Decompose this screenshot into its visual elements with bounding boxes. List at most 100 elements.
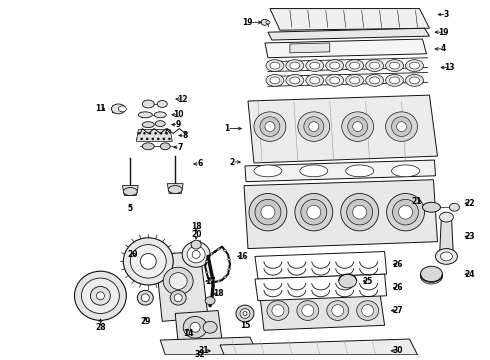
Ellipse shape [441, 252, 452, 261]
Ellipse shape [309, 122, 319, 131]
Ellipse shape [249, 193, 287, 231]
Ellipse shape [74, 271, 126, 320]
Ellipse shape [217, 280, 220, 282]
Text: 18: 18 [191, 222, 201, 231]
Polygon shape [112, 106, 122, 113]
Ellipse shape [123, 188, 137, 195]
Ellipse shape [348, 117, 368, 136]
Ellipse shape [266, 21, 270, 24]
Ellipse shape [255, 199, 281, 225]
Ellipse shape [290, 77, 300, 84]
Polygon shape [260, 291, 385, 330]
Polygon shape [255, 252, 387, 279]
Ellipse shape [203, 321, 217, 333]
Ellipse shape [369, 77, 380, 84]
Ellipse shape [240, 309, 250, 318]
Ellipse shape [410, 77, 419, 84]
Ellipse shape [347, 199, 372, 225]
Text: 26: 26 [392, 283, 403, 292]
Text: 16: 16 [237, 252, 247, 261]
Ellipse shape [265, 122, 275, 131]
Ellipse shape [140, 253, 156, 269]
Ellipse shape [449, 203, 460, 211]
Ellipse shape [406, 75, 423, 86]
Polygon shape [167, 184, 183, 193]
Ellipse shape [307, 205, 321, 219]
Ellipse shape [350, 62, 360, 69]
Ellipse shape [111, 104, 125, 114]
Text: 21: 21 [411, 197, 422, 206]
Text: 12: 12 [177, 95, 188, 104]
Ellipse shape [223, 249, 226, 252]
Text: 23: 23 [464, 232, 475, 241]
Ellipse shape [353, 122, 363, 131]
Text: 24: 24 [464, 270, 475, 279]
Text: 2: 2 [229, 158, 235, 167]
Text: 17: 17 [205, 276, 216, 285]
Ellipse shape [362, 305, 374, 316]
Ellipse shape [137, 291, 153, 305]
Text: 8: 8 [182, 131, 188, 140]
Ellipse shape [300, 165, 328, 177]
Ellipse shape [205, 297, 215, 305]
Ellipse shape [141, 294, 149, 302]
Ellipse shape [310, 62, 320, 69]
Text: 30: 30 [392, 346, 403, 355]
Ellipse shape [91, 287, 110, 305]
Text: 7: 7 [177, 143, 183, 152]
Text: 22: 22 [464, 199, 475, 208]
Ellipse shape [386, 75, 404, 86]
Text: 19: 19 [438, 28, 449, 37]
Ellipse shape [168, 186, 182, 193]
Ellipse shape [357, 301, 379, 320]
Ellipse shape [406, 60, 423, 72]
Ellipse shape [266, 60, 284, 72]
Text: 31: 31 [199, 346, 209, 355]
Polygon shape [175, 311, 222, 343]
Ellipse shape [326, 75, 343, 86]
Ellipse shape [187, 246, 205, 263]
Ellipse shape [286, 75, 304, 86]
Ellipse shape [261, 19, 269, 25]
Polygon shape [270, 9, 429, 30]
Ellipse shape [157, 100, 167, 107]
Ellipse shape [420, 266, 442, 282]
Ellipse shape [270, 77, 280, 84]
Ellipse shape [119, 106, 126, 112]
Text: 3: 3 [444, 10, 449, 19]
Ellipse shape [272, 305, 284, 316]
Ellipse shape [366, 75, 384, 86]
Polygon shape [136, 130, 172, 141]
Ellipse shape [302, 305, 314, 316]
Ellipse shape [123, 238, 173, 285]
Text: 15: 15 [240, 321, 250, 330]
Ellipse shape [243, 311, 247, 315]
Polygon shape [160, 337, 258, 355]
Ellipse shape [306, 75, 324, 86]
Ellipse shape [410, 62, 419, 69]
Ellipse shape [440, 212, 453, 222]
Ellipse shape [297, 301, 319, 320]
Ellipse shape [306, 60, 324, 72]
Text: 14: 14 [183, 329, 194, 338]
Ellipse shape [326, 60, 343, 72]
Ellipse shape [254, 112, 286, 141]
Ellipse shape [386, 60, 404, 72]
Ellipse shape [392, 165, 419, 177]
Ellipse shape [310, 77, 320, 84]
Text: 27: 27 [392, 306, 403, 315]
Text: 6: 6 [197, 159, 203, 168]
Ellipse shape [330, 77, 340, 84]
Ellipse shape [223, 276, 226, 278]
Text: 25: 25 [363, 276, 373, 285]
Ellipse shape [192, 251, 200, 258]
Polygon shape [290, 43, 330, 53]
Ellipse shape [304, 117, 324, 136]
Ellipse shape [260, 117, 280, 136]
Polygon shape [122, 186, 138, 195]
Ellipse shape [298, 112, 330, 141]
Ellipse shape [191, 240, 201, 249]
Ellipse shape [81, 278, 120, 314]
Ellipse shape [227, 258, 230, 260]
Ellipse shape [346, 60, 364, 72]
